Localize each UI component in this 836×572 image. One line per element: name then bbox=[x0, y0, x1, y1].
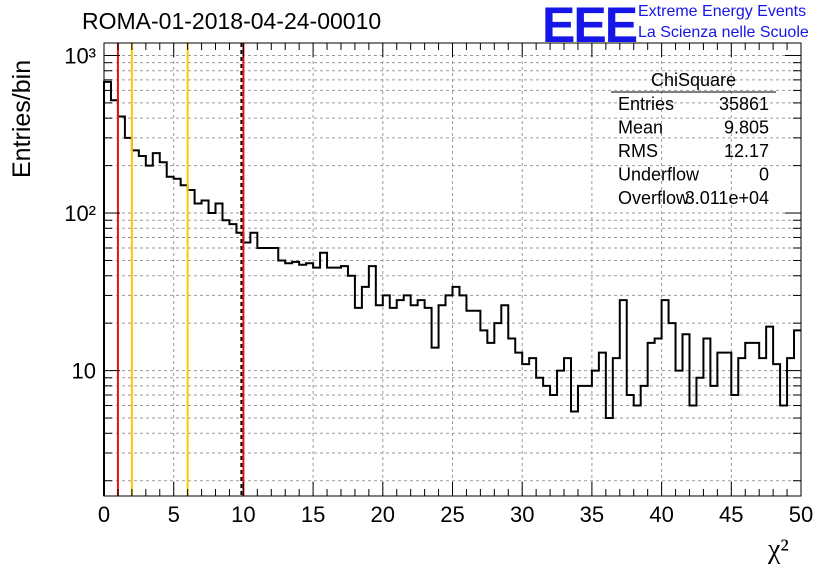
stats-value: 0 bbox=[759, 165, 769, 185]
stats-label: RMS bbox=[618, 141, 658, 161]
stats-box: ChiSquare Entries 35861 Mean 9.805 RMS 12.17 Un… bbox=[611, 70, 776, 208]
stats-value: 35861 bbox=[719, 94, 769, 114]
x-tick-label: 40 bbox=[649, 502, 673, 527]
y-tick-label: 10 bbox=[72, 359, 96, 384]
stats-label: Underflow bbox=[618, 165, 700, 185]
stats-label: Entries bbox=[618, 94, 674, 114]
y-axis-label: Entries/bin bbox=[8, 59, 36, 178]
logo-subtitle-line2: La Scienza nelle Scuole bbox=[638, 24, 809, 41]
stats-title: ChiSquare bbox=[651, 70, 736, 90]
logo-subtitle-line1: Extreme Energy Events bbox=[638, 3, 807, 20]
stats-value: 3.011e+04 bbox=[685, 188, 769, 208]
eee-logo: EEE bbox=[542, 0, 638, 53]
y-tick-label: 10² bbox=[64, 201, 96, 226]
x-tick-label: 10 bbox=[231, 502, 255, 527]
stats-value: 9.805 bbox=[724, 118, 769, 138]
x-tick-label: 0 bbox=[98, 502, 110, 527]
x-tick-label: 45 bbox=[719, 502, 743, 527]
stats-value: 12.17 bbox=[724, 141, 769, 161]
x-tick-label: 20 bbox=[371, 502, 395, 527]
x-tick-label: 5 bbox=[168, 502, 180, 527]
histogram-line bbox=[103, 80, 801, 496]
chart-title: ROMA-01-2018-04-24-00010 bbox=[82, 8, 382, 34]
histogram-series bbox=[103, 80, 801, 496]
x-tick-label: 35 bbox=[580, 502, 604, 527]
marker-lines bbox=[116, 43, 245, 496]
x-tick-label: 15 bbox=[301, 502, 325, 527]
x-tick-label: 25 bbox=[440, 502, 464, 527]
x-axis-label: χ² bbox=[768, 534, 789, 565]
y-tick-label: 10³ bbox=[64, 43, 96, 68]
stats-label: Overflow bbox=[618, 188, 690, 208]
grid-lines bbox=[104, 43, 801, 496]
x-tick-label: 30 bbox=[510, 502, 534, 527]
x-tick-label: 50 bbox=[789, 502, 813, 527]
axis-ticks: 0 5 10 15 20 25 30 35 40 45 50 10 10² 10³ bbox=[64, 43, 813, 527]
stats-label: Mean bbox=[618, 118, 663, 138]
